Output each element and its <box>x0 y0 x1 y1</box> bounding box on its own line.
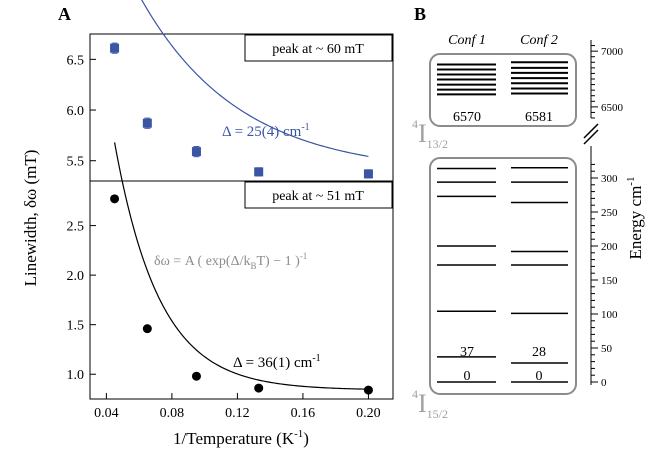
y-tick-label-bottom: 1.0 <box>67 368 85 383</box>
x-axis-label-sup: -1 <box>294 428 303 440</box>
x-tick-label: 0.20 <box>356 406 381 421</box>
formula-part-a: δω = A ( exp(Δ/k <box>154 254 250 269</box>
data-point-top <box>363 169 373 179</box>
energy-tick-label-lower: 250 <box>601 207 618 219</box>
level-label-conf1-0: 0 <box>464 369 471 384</box>
panel-label-b: B <box>414 4 426 24</box>
data-point-bottom <box>110 194 120 204</box>
manifold-upper-sub: 13/2 <box>427 137 448 151</box>
fit-formula: δω = A ( exp(Δ/kBT) − 1 )-1 <box>154 251 307 271</box>
x-axis-label-tail: ) <box>303 429 309 448</box>
top-annotation: peak at ~ 60 mT <box>272 42 364 57</box>
energy-axis-label-main: Energy cm <box>626 186 645 260</box>
top-fit-label: Δ = 25(4) cm-1 <box>222 122 310 140</box>
manifold-lower-sup: 4 <box>412 387 418 401</box>
y-tick-label-top: 6.0 <box>67 104 85 119</box>
formula-part-b: T) − 1 ) <box>257 254 301 269</box>
data-point-bottom <box>363 385 373 395</box>
data-point-bottom <box>191 371 201 381</box>
data-point-top <box>254 167 264 177</box>
data-point-top <box>191 147 201 157</box>
manifold-upper-main: I <box>418 119 427 148</box>
panel-b-level-labels: 37 28 0 0 <box>460 345 546 384</box>
bottom-fit-label-sup: -1 <box>312 353 320 364</box>
manifold-lower-main: I <box>418 389 427 418</box>
energy-tick-label-lower: 0 <box>601 377 607 389</box>
energy-axis-label: Energy cm-1 <box>625 177 645 260</box>
x-tick-label: 0.12 <box>225 406 250 421</box>
bottom-annotation: peak at ~ 51 mT <box>272 189 364 204</box>
axis-break-mark-2 <box>583 129 599 145</box>
x-tick-label: 0.04 <box>94 406 119 421</box>
level-label-conf1-37: 37 <box>460 345 474 360</box>
energy-tick-label-lower: 300 <box>601 173 618 185</box>
fit-curve-bottom <box>113 142 369 390</box>
panel-a-bottom-frame <box>89 180 394 400</box>
top-annotation-box <box>244 34 393 62</box>
data-point-top <box>142 118 152 128</box>
x-tick-label: 0.08 <box>160 406 185 421</box>
energy-tick-label-lower: 200 <box>601 241 618 253</box>
data-point-bottom <box>142 324 152 334</box>
formula-sub: B <box>250 261 256 271</box>
lower-manifold-box <box>429 157 577 395</box>
column-label-conf1: Conf 1 <box>448 33 486 48</box>
manifold-lower-sub: 15/2 <box>427 407 448 421</box>
energy-tick-label-upper: 7000 <box>601 46 624 58</box>
x-axis-label-main: 1/Temperature (K <box>173 429 295 448</box>
bottom-annotation-box <box>244 181 393 209</box>
axis-break-mark-1 <box>583 123 599 139</box>
energy-tick-label-lower: 100 <box>601 309 618 321</box>
level-label-conf2-28: 28 <box>532 345 546 360</box>
y-tick-label-bottom: 2.0 <box>67 269 85 284</box>
upper-label-conf2: 6581 <box>525 110 553 125</box>
y-tick-label-top: 5.5 <box>67 155 85 170</box>
data-point-top <box>110 43 120 53</box>
manifold-label-upper: 4I13/2 <box>412 117 448 151</box>
energy-tick-label-lower: 50 <box>601 343 613 355</box>
y-axis-label: Linewidth, δω (mT) <box>21 150 40 287</box>
level-label-conf2-0: 0 <box>536 369 543 384</box>
formula-sup: -1 <box>300 251 308 261</box>
panel-b-ticks: 6500 7000 0 50 100 150 200 250 300 <box>591 45 624 389</box>
bottom-fit-label-main: Δ = 36(1) cm <box>233 355 313 371</box>
y-tick-label-top: 6.5 <box>67 53 85 68</box>
upper-label-conf1: 6570 <box>453 110 481 125</box>
column-label-conf2: Conf 2 <box>520 33 558 48</box>
y-tick-label-bottom: 1.5 <box>67 319 85 334</box>
bottom-fit-label: Δ = 36(1) cm-1 <box>233 353 321 371</box>
y-tick-label-bottom: 2.5 <box>67 220 85 235</box>
manifold-upper-sup: 4 <box>412 117 418 131</box>
panel-a-fit-curves <box>113 0 369 390</box>
upper-manifold-box <box>429 53 577 127</box>
panel-a-points <box>110 42 373 395</box>
energy-tick-label-lower: 150 <box>601 275 618 287</box>
data-point-bottom <box>254 383 264 393</box>
energy-tick-label-upper: 6500 <box>601 102 624 114</box>
x-tick-label: 0.16 <box>291 406 316 421</box>
fit-curve-top <box>141 0 369 158</box>
panel-a-ticks: 0.04 0.08 0.12 0.16 0.20 5.5 6.0 6.5 1.0 1.5 2.0 2.… <box>67 53 381 421</box>
energy-axis-label-sup: -1 <box>625 177 637 186</box>
top-fit-label-sup: -1 <box>301 122 309 133</box>
x-axis-label: 1/Temperature (K-1) <box>173 428 309 448</box>
panel-label-a: A <box>58 4 71 24</box>
panel-b-levels <box>437 61 568 383</box>
top-fit-label-main: Δ = 25(4) cm <box>222 124 302 140</box>
manifold-label-lower: 4I15/2 <box>412 387 448 421</box>
